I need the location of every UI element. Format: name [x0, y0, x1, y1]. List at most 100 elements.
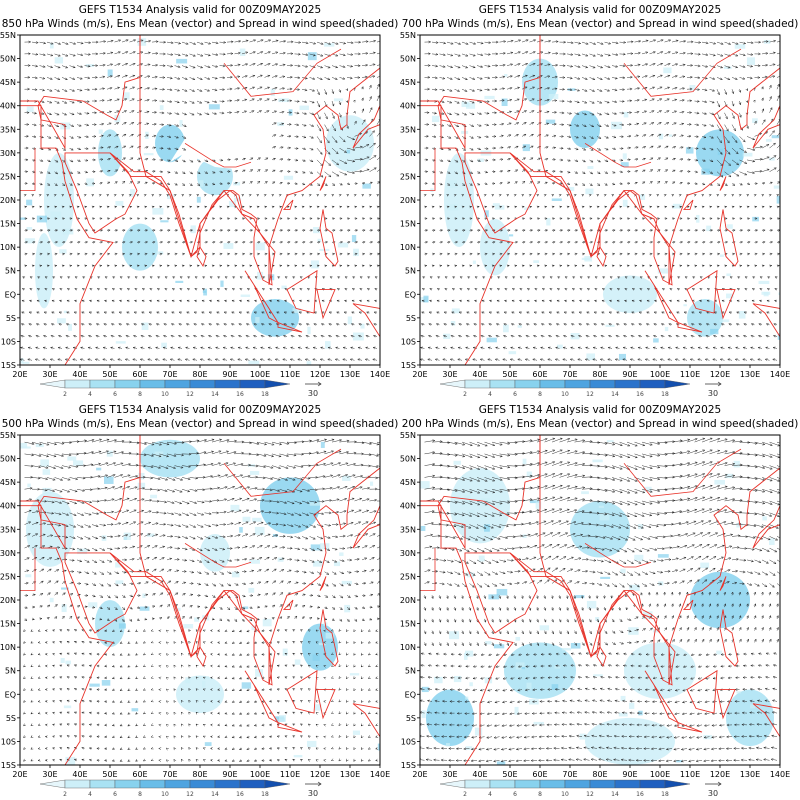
- coastline: [64, 552, 138, 634]
- wind-vector: [585, 346, 590, 350]
- wind-vector: [231, 288, 235, 291]
- wind-vector: [602, 276, 606, 279]
- spread-shading: [50, 211, 62, 219]
- wind-vector: [222, 346, 228, 350]
- wind-vector: [481, 288, 485, 291]
- wind-vector: [357, 346, 363, 350]
- wind-vector: [271, 134, 277, 137]
- wind-vector: [664, 264, 668, 268]
- wind-vector: [274, 358, 280, 361]
- wind-vector: [324, 65, 331, 69]
- wind-vector: [305, 323, 310, 326]
- wind-vector: [103, 735, 108, 739]
- wind-vector: [766, 311, 770, 315]
- wind-vector: [66, 288, 70, 291]
- spread-shading: [618, 712, 628, 717]
- wind-vector: [631, 288, 635, 291]
- wind-vector: [271, 568, 277, 572]
- wind-vector: [188, 194, 192, 197]
- wind-vector: [671, 98, 678, 102]
- wind-vector: [151, 75, 158, 79]
- wind-vector: [253, 700, 258, 703]
- wind-vector: [98, 194, 102, 197]
- wind-vector: [664, 110, 670, 114]
- wind-vector: [119, 747, 123, 750]
- boundary: [223, 448, 342, 497]
- wind-vector: [158, 641, 162, 644]
- wind-vector: [91, 487, 101, 491]
- wind-vector: [181, 615, 185, 620]
- spread-shading: [190, 225, 196, 234]
- wind-vector: [361, 229, 366, 232]
- spread-shading: [469, 682, 473, 687]
- wind-vector: [53, 194, 57, 197]
- wind-vector: [253, 653, 258, 656]
- wind-vector: [330, 711, 334, 714]
- wind-vector: [54, 77, 61, 81]
- wind-vector: [286, 500, 295, 505]
- wind-vector: [99, 264, 103, 268]
- wind-vector: [24, 441, 35, 445]
- wind-vector: [61, 465, 72, 469]
- wind-vector: [54, 592, 59, 596]
- wind-vector: [338, 652, 342, 656]
- wind-vector: [196, 500, 205, 504]
- wind-vector: [521, 474, 533, 478]
- colorbar-label: 14: [211, 391, 219, 398]
- wind-vector: [611, 229, 616, 232]
- spread-shading: [620, 162, 629, 167]
- wind-vector: [735, 346, 740, 350]
- wind-vector: [353, 676, 357, 680]
- wind-vector: [451, 299, 455, 303]
- wind-vector: [309, 594, 314, 597]
- wind-vector: [264, 98, 270, 102]
- wind-vector: [566, 182, 571, 186]
- wind-vector: [127, 700, 131, 703]
- wind-vector: [23, 629, 26, 632]
- wind-vector: [439, 41, 447, 45]
- wind-vector: [121, 595, 126, 598]
- wind-vector: [181, 524, 189, 528]
- wind-vector: [46, 568, 52, 572]
- wind-vector: [454, 53, 461, 57]
- wind-vector: [127, 664, 131, 668]
- wind-vector: [301, 88, 308, 92]
- wind-vector: [159, 264, 163, 268]
- spread-shading: [750, 704, 756, 709]
- wind-vector: [117, 346, 123, 350]
- wind-vector: [256, 110, 263, 114]
- wind-vector: [369, 240, 374, 244]
- wind-vector: [611, 465, 623, 470]
- wind-vector: [88, 699, 93, 703]
- wind-vector: [92, 123, 97, 126]
- wind-vector: [776, 169, 780, 172]
- wind-vector: [204, 171, 209, 174]
- wind-vector: [506, 98, 513, 102]
- wind-vector: [181, 171, 186, 174]
- wind-vector: [290, 323, 295, 326]
- wind-vector: [121, 217, 126, 220]
- wind-vector: [331, 510, 340, 514]
- spread-shading: [762, 516, 767, 521]
- wind-vector: [69, 559, 75, 562]
- wind-vector: [91, 559, 98, 563]
- wind-vector: [268, 688, 273, 691]
- wind-vector: [649, 181, 653, 184]
- wind-vector: [354, 217, 358, 220]
- wind-vector: [324, 583, 329, 587]
- wind-vector: [301, 229, 306, 232]
- wind-vector: [619, 182, 623, 185]
- wind-vector: [294, 547, 301, 551]
- wind-vector: [529, 110, 535, 114]
- wind-vector: [96, 299, 100, 303]
- wind-vector: [309, 77, 316, 80]
- wind-vector: [615, 323, 620, 326]
- wind-vector: [144, 87, 151, 90]
- wind-vector: [294, 76, 301, 80]
- wind-vector: [641, 264, 645, 268]
- wind-vector: [619, 52, 626, 56]
- lat-tick-label: 15S: [1, 761, 16, 770]
- wind-vector: [566, 100, 573, 103]
- spread-shading: [68, 323, 72, 331]
- wind-vector: [424, 451, 436, 455]
